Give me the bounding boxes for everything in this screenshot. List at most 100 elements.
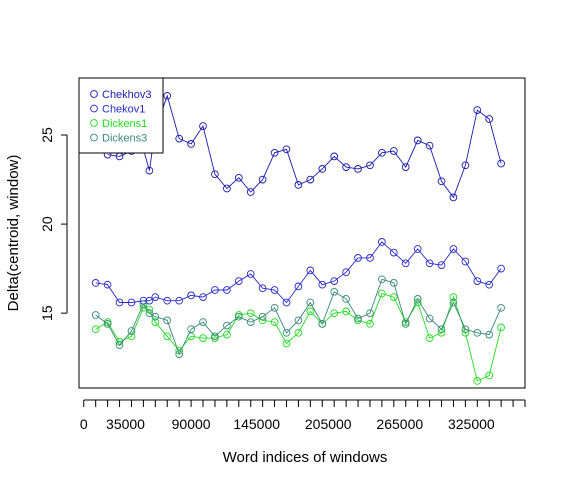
legend-marker bbox=[90, 119, 98, 127]
data-point bbox=[306, 298, 315, 307]
data-point bbox=[473, 328, 482, 337]
data-point bbox=[199, 318, 207, 326]
data-point bbox=[473, 377, 482, 385]
x-tick-label: 205000 bbox=[305, 416, 352, 432]
data-point bbox=[127, 327, 136, 335]
data-point bbox=[449, 245, 458, 253]
data-point bbox=[294, 328, 303, 337]
data-point bbox=[342, 295, 350, 303]
data-point bbox=[461, 325, 470, 334]
data-point bbox=[401, 320, 410, 328]
data-point bbox=[223, 321, 231, 330]
series-chekov1 bbox=[91, 238, 505, 307]
y-tick-label: 25 bbox=[39, 127, 55, 143]
data-point bbox=[342, 307, 350, 316]
data-point bbox=[378, 148, 386, 157]
x-axis: 0 35000 90000 145000 205000 265000 325000 bbox=[80, 399, 526, 432]
x-tick-label: 0 bbox=[80, 416, 88, 432]
data-point bbox=[103, 280, 112, 289]
data-point bbox=[103, 320, 112, 328]
x-axis-title: Word indices of windows bbox=[223, 449, 388, 466]
data-point bbox=[485, 115, 494, 123]
legend-label: Chekov1 bbox=[102, 104, 145, 116]
data-point bbox=[354, 165, 362, 173]
legend-label: Dickens3 bbox=[102, 133, 147, 145]
data-point bbox=[211, 286, 219, 294]
data-point bbox=[437, 177, 446, 186]
data-point bbox=[258, 312, 267, 321]
data-point bbox=[306, 175, 315, 184]
data-point bbox=[425, 141, 434, 150]
series-dickens3 bbox=[91, 275, 505, 358]
data-point bbox=[246, 188, 255, 196]
series-line bbox=[107, 94, 502, 199]
data-point bbox=[366, 309, 374, 318]
x-tick-label: 90000 bbox=[172, 416, 211, 432]
series-line bbox=[95, 241, 502, 304]
data-point bbox=[127, 298, 136, 307]
data-point bbox=[145, 309, 154, 318]
data-point bbox=[294, 316, 303, 325]
x-tick-label: 325000 bbox=[448, 416, 495, 432]
data-point bbox=[175, 350, 184, 358]
series-dickens1 bbox=[91, 289, 505, 385]
x-tick-label: 145000 bbox=[233, 416, 280, 432]
data-point bbox=[378, 275, 386, 284]
x-tick-label: 265000 bbox=[376, 416, 423, 432]
data-point bbox=[354, 314, 362, 323]
data-point bbox=[461, 161, 470, 170]
data-point bbox=[163, 91, 172, 100]
data-point bbox=[91, 325, 100, 334]
data-point bbox=[425, 314, 434, 323]
data-point bbox=[127, 332, 136, 341]
data-point bbox=[151, 318, 160, 326]
data-point bbox=[413, 136, 422, 145]
data-point bbox=[449, 293, 458, 301]
series-line bbox=[95, 293, 502, 382]
data-point bbox=[401, 259, 410, 268]
data-point bbox=[378, 238, 386, 246]
series-layer bbox=[91, 91, 505, 385]
data-point bbox=[497, 303, 505, 312]
data-point bbox=[306, 307, 315, 316]
data-point bbox=[318, 320, 327, 328]
series-chekhov3 bbox=[103, 91, 505, 202]
data-point bbox=[473, 277, 482, 285]
data-point bbox=[485, 371, 494, 380]
y-axis: 15 20 25 bbox=[39, 127, 68, 321]
data-point bbox=[270, 286, 279, 294]
legend-label: Chekhov3 bbox=[102, 89, 152, 101]
legend-marker bbox=[90, 104, 98, 113]
y-tick-label: 20 bbox=[39, 216, 55, 232]
data-point bbox=[401, 163, 410, 171]
data-point bbox=[282, 145, 291, 154]
data-point bbox=[163, 332, 172, 341]
data-point bbox=[199, 334, 207, 342]
data-point bbox=[163, 296, 172, 305]
data-point bbox=[497, 159, 505, 168]
y-tick-label: 15 bbox=[39, 305, 55, 321]
data-point bbox=[342, 268, 350, 277]
data-point bbox=[151, 293, 160, 301]
data-point bbox=[187, 325, 195, 334]
data-point bbox=[389, 248, 398, 257]
data-point bbox=[282, 328, 291, 337]
data-point bbox=[366, 320, 374, 328]
data-point bbox=[389, 147, 398, 155]
data-point bbox=[294, 181, 303, 189]
data-point bbox=[389, 279, 398, 287]
data-point bbox=[151, 312, 160, 321]
data-point bbox=[234, 173, 243, 182]
data-point bbox=[342, 163, 350, 171]
y-axis-title: Delta(centroid, window) bbox=[5, 155, 22, 312]
data-point bbox=[378, 289, 386, 298]
data-point bbox=[223, 286, 231, 294]
plot-frame bbox=[78, 77, 526, 389]
data-point bbox=[389, 293, 398, 301]
data-point bbox=[234, 277, 243, 285]
data-point bbox=[163, 316, 172, 325]
data-point bbox=[199, 293, 207, 301]
data-point bbox=[425, 334, 434, 342]
data-point bbox=[211, 332, 219, 341]
data-point bbox=[330, 309, 339, 318]
